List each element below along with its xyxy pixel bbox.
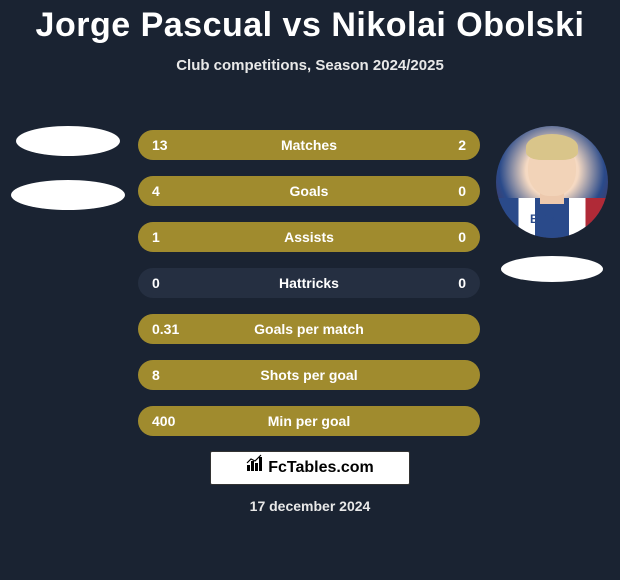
stat-label: Goals per match	[138, 314, 480, 344]
player-left-flag-placeholder	[11, 180, 125, 210]
stat-row: 8Shots per goal	[138, 360, 480, 390]
logo-text: FcTables.com	[268, 459, 374, 476]
stat-row: 400Min per goal	[138, 406, 480, 436]
stat-label: Min per goal	[138, 406, 480, 436]
jersey-sponsor-text: BTB	[530, 212, 555, 226]
comparison-infographic: Jorge Pascual vs Nikolai Obolski Club co…	[0, 6, 620, 580]
player-right-flag-placeholder	[501, 256, 603, 282]
stat-label: Shots per goal	[138, 360, 480, 390]
stat-label: Goals	[138, 176, 480, 206]
source-logo[interactable]: FcTables.com	[210, 451, 410, 485]
player-right-panel: BTB	[492, 126, 612, 282]
stat-row: 10Assists	[138, 222, 480, 252]
stat-row: 132Matches	[138, 130, 480, 160]
infographic-date: 17 december 2024	[0, 498, 620, 514]
player-left-panel	[8, 126, 128, 210]
hair-graphic	[526, 134, 578, 160]
stat-label: Matches	[138, 130, 480, 160]
chart-icon	[246, 452, 264, 484]
page-subtitle: Club competitions, Season 2024/2025	[0, 57, 620, 74]
stat-row: 0.31Goals per match	[138, 314, 480, 344]
stat-bars: 132Matches 40Goals 10Assists 00Hattricks 0.3…	[138, 130, 480, 452]
page-title: Jorge Pascual vs Nikolai Obolski	[0, 6, 620, 45]
stat-label: Assists	[138, 222, 480, 252]
player-right-avatar: BTB	[496, 126, 608, 238]
stat-row: 00Hattricks	[138, 268, 480, 298]
stat-label: Hattricks	[138, 268, 480, 298]
player-left-avatar-placeholder	[16, 126, 120, 156]
stat-row: 40Goals	[138, 176, 480, 206]
